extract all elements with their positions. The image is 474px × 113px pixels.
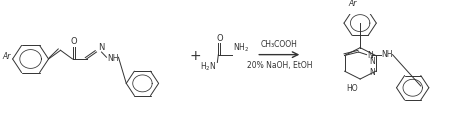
- Text: CH₃COOH: CH₃COOH: [261, 39, 298, 48]
- Text: NH: NH: [108, 53, 119, 62]
- Text: H$_2$N: H$_2$N: [200, 60, 216, 73]
- Text: N: N: [367, 51, 374, 60]
- Text: +: +: [190, 48, 201, 62]
- Text: NH: NH: [382, 50, 393, 59]
- Text: 20% NaOH, EtOH: 20% NaOH, EtOH: [246, 60, 312, 69]
- Text: O: O: [216, 33, 223, 42]
- Text: Ar: Ar: [349, 0, 357, 8]
- Text: O: O: [70, 37, 77, 46]
- Text: N: N: [369, 56, 375, 65]
- Text: Ar: Ar: [2, 52, 10, 60]
- Text: N: N: [99, 43, 105, 52]
- Text: HO: HO: [346, 83, 358, 92]
- Text: N: N: [369, 67, 375, 76]
- Text: NH$_2$: NH$_2$: [233, 41, 249, 53]
